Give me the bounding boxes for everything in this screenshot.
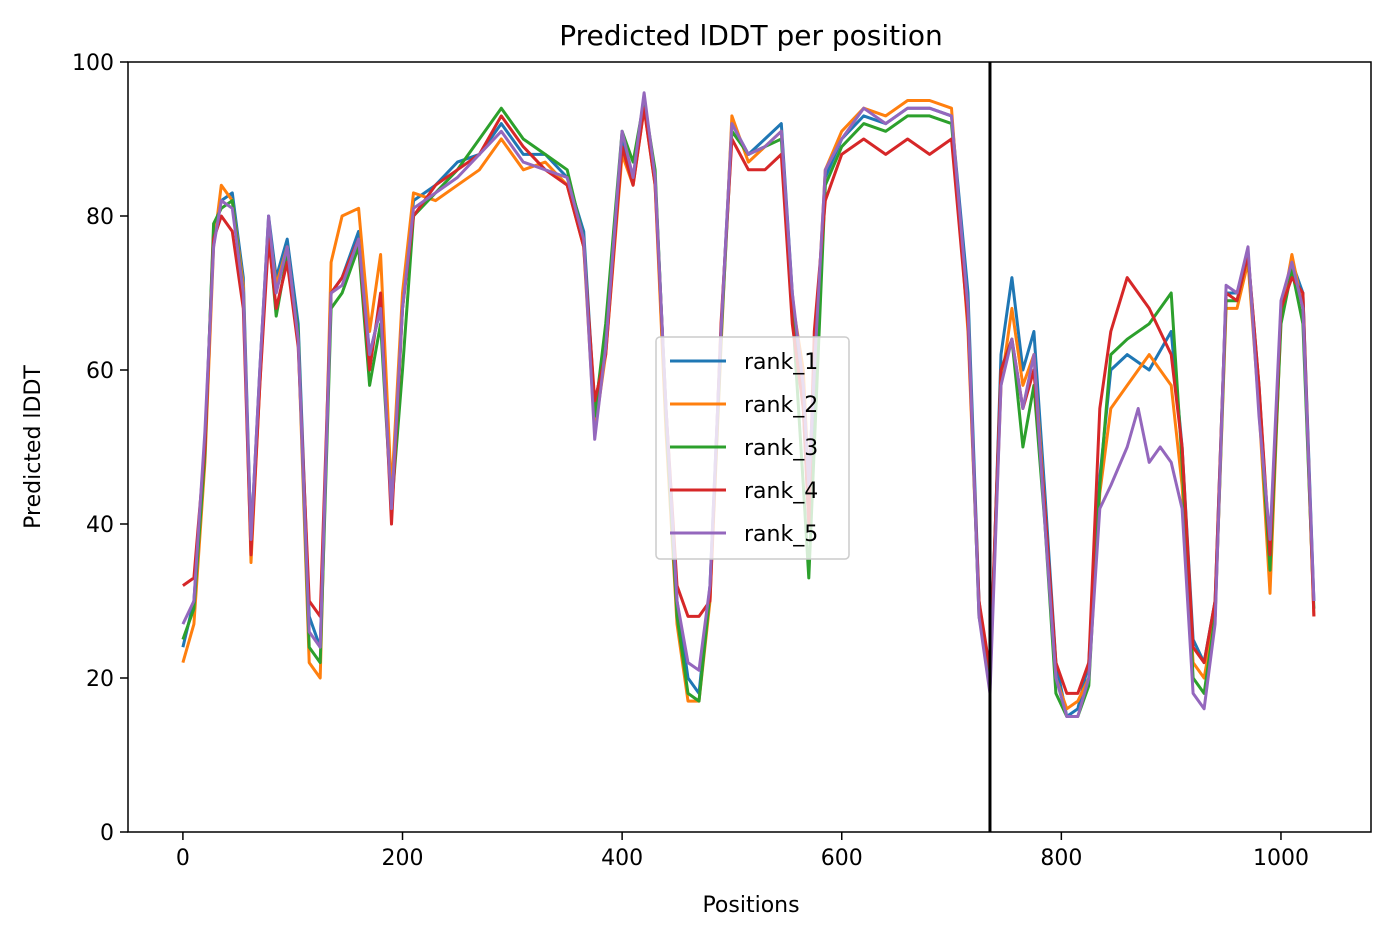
chart-title: Predicted lDDT per position (559, 19, 943, 52)
x-tick-label: 800 (1040, 846, 1082, 871)
legend-label: rank_4 (744, 479, 818, 504)
y-tick-label: 0 (100, 821, 114, 846)
legend-label: rank_2 (744, 393, 818, 418)
legend-label: rank_1 (744, 350, 818, 375)
y-tick-label: 40 (86, 513, 114, 538)
plot-frame (127, 61, 1372, 833)
legend: rank_1 rank_2 rank_3 rank_4 rank_5 (655, 336, 850, 560)
x-tick-label: 200 (382, 846, 424, 871)
legend-label: rank_5 (744, 522, 818, 547)
y-tick-label: 60 (86, 359, 114, 384)
x-tick-label: 1000 (1253, 846, 1309, 871)
series-line-rank_5 (181, 91, 1316, 718)
y-tick-label: 20 (86, 667, 114, 692)
y-tick-label: 80 (86, 205, 114, 230)
x-axis: 0 200 400 600 800 1000 (176, 832, 1309, 871)
y-axis-title: Predicted lDDT (21, 365, 46, 529)
y-tick-label: 100 (72, 51, 114, 76)
x-tick-label: 400 (601, 846, 643, 871)
legend-label: rank_3 (744, 436, 818, 461)
x-tick-label: 0 (176, 846, 190, 871)
legend-box (655, 336, 850, 560)
x-tick-label: 600 (821, 846, 863, 871)
y-axis: 0 20 40 60 80 100 (72, 51, 128, 846)
series-layer (181, 91, 1316, 718)
x-axis-title: Positions (702, 893, 799, 918)
